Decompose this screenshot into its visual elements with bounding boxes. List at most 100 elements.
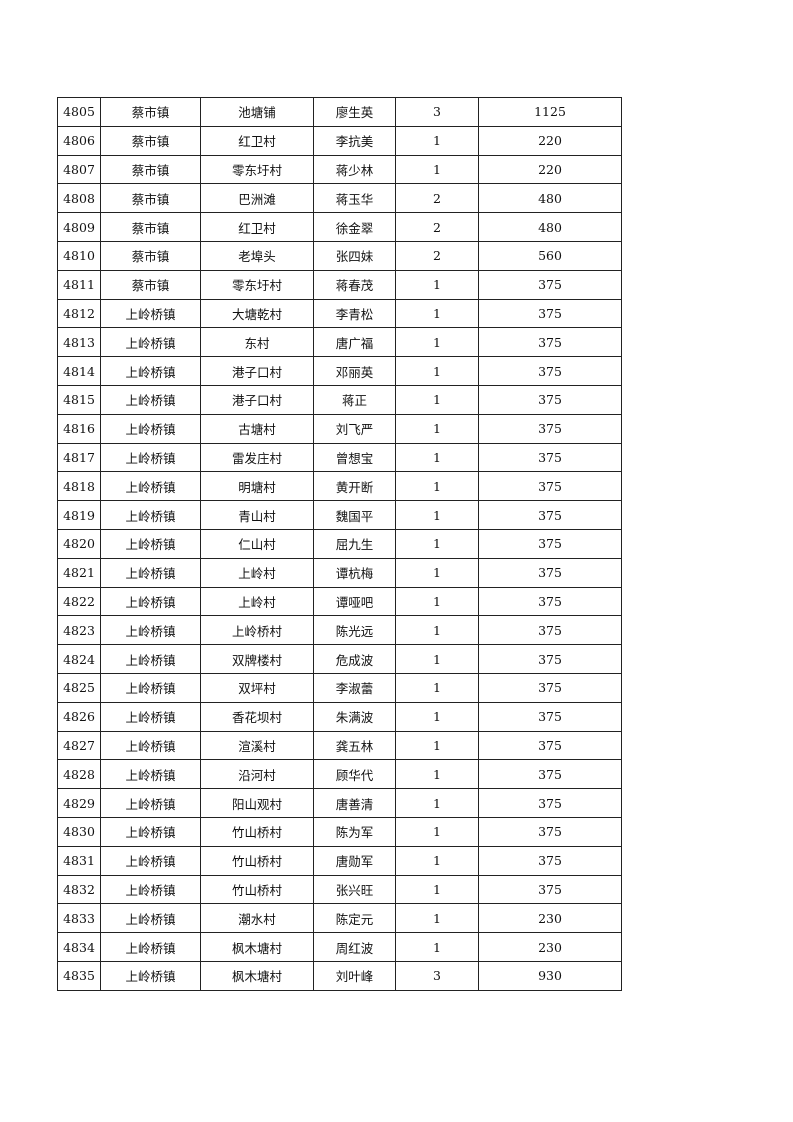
cell-amount: 375: [478, 730, 622, 761]
cell-row-number: 4833: [57, 903, 101, 934]
cell-amount: 375: [478, 644, 622, 674]
cell-name: 唐善清: [313, 788, 396, 818]
table-row: 4805 蔡市镇 池塘铺 廖生英 3 1125: [57, 97, 622, 127]
cell-amount: 375: [478, 788, 622, 818]
table-row: 4815 上岭桥镇 港子口村 蒋正 1 375: [57, 384, 622, 415]
cell-row-number: 4822: [57, 586, 101, 617]
table-row: 4814 上岭桥镇 港子口村 邓丽英 1 375: [57, 356, 622, 386]
cell-name: 陈为军: [313, 816, 396, 847]
cell-name: 张四妹: [313, 240, 396, 271]
cell-name: 徐金翠: [313, 212, 396, 242]
cell-row-number: 4832: [57, 874, 101, 905]
cell-row-number: 4823: [57, 615, 101, 646]
cell-name: 朱满波: [313, 701, 396, 732]
cell-amount: 230: [478, 932, 622, 962]
table-row: 4835 上岭桥镇 枫木塘村 刘叶峰 3 930: [57, 960, 622, 991]
cell-count: 1: [395, 471, 479, 502]
cell-count: 1: [395, 788, 479, 818]
table-row: 4832 上岭桥镇 竹山桥村 张兴旺 1 375: [57, 874, 622, 905]
cell-row-number: 4821: [57, 557, 101, 588]
table-row: 4819 上岭桥镇 青山村 魏国平 1 375: [57, 500, 622, 530]
cell-count: 1: [395, 384, 479, 415]
cell-town: 上岭桥镇: [100, 500, 201, 530]
cell-name: 陈定元: [313, 903, 396, 934]
cell-count: 1: [395, 932, 479, 962]
cell-row-number: 4813: [57, 327, 101, 358]
cell-amount: 480: [478, 212, 622, 242]
cell-village: 香花坝村: [200, 701, 314, 732]
cell-amount: 560: [478, 240, 622, 271]
cell-village: 青山村: [200, 500, 314, 530]
cell-amount: 375: [478, 759, 622, 790]
table-row: 4823 上岭桥镇 上岭桥村 陈光远 1 375: [57, 615, 622, 646]
table-row: 4810 蔡市镇 老埠头 张四妹 2 560: [57, 240, 622, 271]
cell-name: 周红波: [313, 932, 396, 962]
cell-amount: 375: [478, 356, 622, 386]
cell-village: 仁山村: [200, 528, 314, 559]
cell-name: 陈光远: [313, 615, 396, 646]
table-row: 4811 蔡市镇 零东圩村 蒋春茂 1 375: [57, 269, 622, 300]
cell-amount: 230: [478, 903, 622, 934]
cell-village: 上岭村: [200, 586, 314, 617]
cell-amount: 1125: [478, 97, 622, 127]
cell-name: 龚五林: [313, 730, 396, 761]
table-row: 4817 上岭桥镇 雷发庄村 曾想宝 1 375: [57, 442, 622, 473]
cell-row-number: 4819: [57, 500, 101, 530]
cell-amount: 375: [478, 701, 622, 732]
cell-village: 双牌楼村: [200, 644, 314, 674]
table-row: 4828 上岭桥镇 沿河村 顾华代 1 375: [57, 759, 622, 790]
cell-amount: 375: [478, 298, 622, 329]
cell-village: 港子口村: [200, 356, 314, 386]
cell-count: 1: [395, 874, 479, 905]
cell-village: 红卫村: [200, 212, 314, 242]
cell-row-number: 4818: [57, 471, 101, 502]
cell-town: 蔡市镇: [100, 154, 201, 185]
cell-count: 1: [395, 125, 479, 156]
cell-name: 蒋玉华: [313, 183, 396, 214]
cell-row-number: 4828: [57, 759, 101, 790]
cell-row-number: 4824: [57, 644, 101, 674]
table-row: 4813 上岭桥镇 东村 唐广福 1 375: [57, 327, 622, 358]
cell-row-number: 4814: [57, 356, 101, 386]
cell-village: 竹山桥村: [200, 816, 314, 847]
cell-amount: 375: [478, 500, 622, 530]
cell-count: 1: [395, 903, 479, 934]
cell-village: 零东圩村: [200, 269, 314, 300]
cell-row-number: 4810: [57, 240, 101, 271]
cell-town: 上岭桥镇: [100, 759, 201, 790]
cell-amount: 375: [478, 384, 622, 415]
cell-count: 1: [395, 644, 479, 674]
cell-amount: 375: [478, 874, 622, 905]
cell-row-number: 4825: [57, 672, 101, 703]
cell-name: 蒋春茂: [313, 269, 396, 300]
cell-amount: 375: [478, 327, 622, 358]
cell-town: 上岭桥镇: [100, 960, 201, 991]
cell-town: 上岭桥镇: [100, 874, 201, 905]
cell-count: 1: [395, 500, 479, 530]
cell-row-number: 4834: [57, 932, 101, 962]
cell-town: 上岭桥镇: [100, 384, 201, 415]
cell-village: 沿河村: [200, 759, 314, 790]
cell-count: 2: [395, 240, 479, 271]
cell-village: 红卫村: [200, 125, 314, 156]
table-row: 4825 上岭桥镇 双坪村 李淑蕾 1 375: [57, 672, 622, 703]
cell-amount: 220: [478, 154, 622, 185]
cell-village: 池塘铺: [200, 97, 314, 127]
cell-name: 李淑蕾: [313, 672, 396, 703]
cell-village: 港子口村: [200, 384, 314, 415]
cell-town: 上岭桥镇: [100, 932, 201, 962]
cell-count: 1: [395, 672, 479, 703]
cell-row-number: 4830: [57, 816, 101, 847]
cell-count: 1: [395, 356, 479, 386]
cell-count: 1: [395, 701, 479, 732]
cell-town: 蔡市镇: [100, 183, 201, 214]
cell-name: 邓丽英: [313, 356, 396, 386]
cell-town: 上岭桥镇: [100, 615, 201, 646]
data-table: 4805 蔡市镇 池塘铺 廖生英 3 1125 4806 蔡市镇 红卫村 李抗美 1 220 4807 蔡…: [57, 97, 622, 991]
cell-row-number: 4816: [57, 413, 101, 444]
cell-amount: 375: [478, 471, 622, 502]
cell-town: 上岭桥镇: [100, 672, 201, 703]
cell-count: 1: [395, 845, 479, 876]
cell-row-number: 4827: [57, 730, 101, 761]
cell-amount: 375: [478, 615, 622, 646]
